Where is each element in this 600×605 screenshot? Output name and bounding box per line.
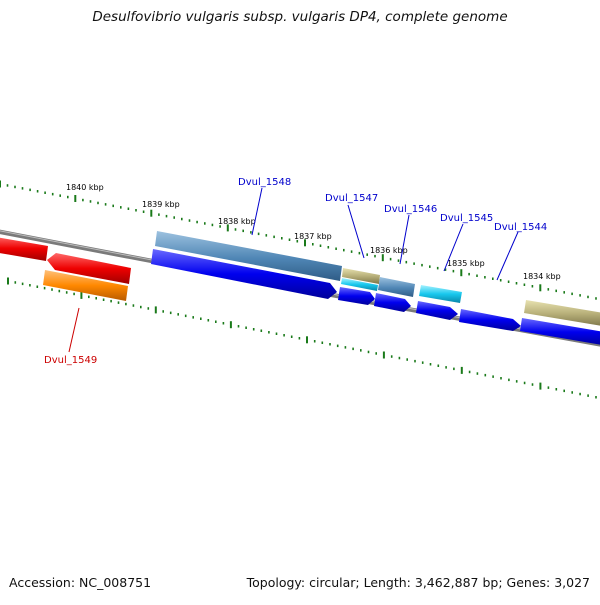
gene-blue-arrow-1[interactable] [338, 287, 375, 305]
ruler-label: 1839 kbp [142, 200, 180, 209]
ruler-label: 1838 kbp [218, 217, 256, 226]
gene-dvul-1545[interactable] [419, 285, 462, 303]
gene-label-dvul-1545[interactable]: Dvul_1545 [440, 213, 493, 224]
gene-dvul-1549[interactable] [43, 270, 128, 301]
gene-blue-right[interactable] [520, 318, 600, 346]
ruler-label: 1836 kbp [370, 246, 408, 255]
gene-label-dvul-1548[interactable]: Dvul_1548 [238, 177, 291, 188]
gene-olive-right[interactable] [524, 300, 600, 327]
gene-dvul-1546-steel[interactable] [378, 277, 415, 297]
genome-title: Desulfovibrio vulgaris subsp. vulgaris D… [92, 9, 508, 25]
ruler-label: 1837 kbp [294, 232, 332, 241]
gene-dvul-1548-steel[interactable] [155, 231, 342, 281]
gene-label-dvul-1546[interactable]: Dvul_1546 [384, 204, 437, 215]
ruler-labels: 1840 kbp 1839 kbp 1838 kbp 1837 kbp 1836… [66, 183, 561, 281]
ruler-label: 1840 kbp [66, 183, 104, 192]
gene-blue-arrow-3[interactable] [416, 301, 458, 320]
gene-cyan-small[interactable] [341, 278, 378, 291]
gene-labels: Dvul_1548 Dvul_1547 Dvul_1546 Dvul_1545 … [44, 177, 547, 366]
gene-dvul-1548-arrow[interactable] [151, 249, 337, 299]
ruler-label: 1834 kbp [523, 272, 561, 281]
genome-summary: Topology: circular; Length: 3,462,887 bp… [246, 575, 590, 590]
accession-label: Accession: NC_008751 [9, 575, 152, 590]
gene-label-dvul-1544[interactable]: Dvul_1544 [494, 222, 547, 233]
gene-red-left[interactable] [0, 236, 48, 261]
gene-olive-small[interactable] [342, 268, 380, 284]
gene-red-reverse[interactable] [47, 253, 131, 284]
ruler-label: 1835 kbp [447, 259, 485, 268]
gene-label-dvul-1549[interactable]: Dvul_1549 [44, 355, 97, 366]
gene-features [0, 231, 600, 346]
gene-blue-arrow-2[interactable] [374, 293, 411, 312]
gene-label-leaders [68, 187, 519, 353]
ruler-outer-ticks [0, 180, 597, 300]
ruler-inner-ticks [7, 277, 597, 399]
gene-label-dvul-1547[interactable]: Dvul_1547 [325, 193, 378, 204]
gene-blue-arrow-4[interactable] [459, 309, 521, 331]
